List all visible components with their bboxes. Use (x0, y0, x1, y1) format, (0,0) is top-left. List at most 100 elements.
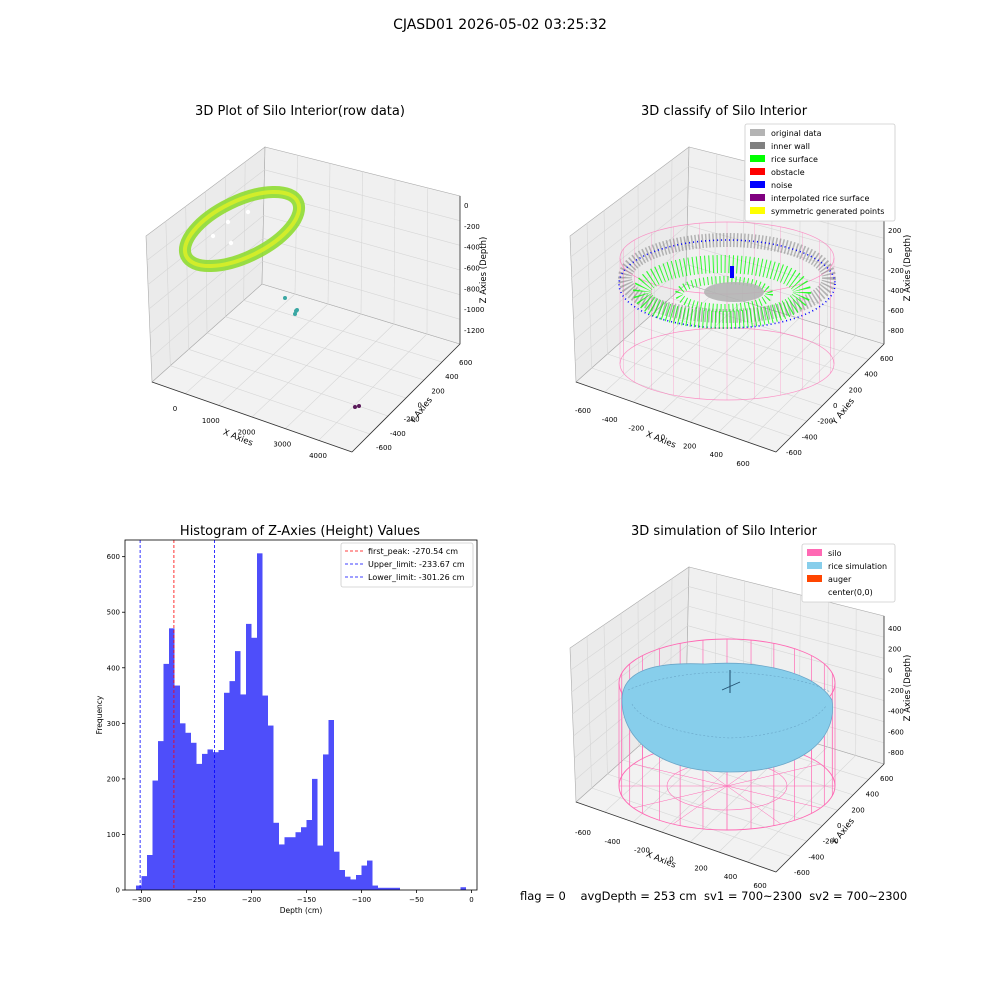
plot2-x-tick: -200 (628, 425, 644, 433)
plot4-x-tick: -200 (634, 847, 650, 855)
plot1-y-tick: 0 (418, 402, 422, 410)
plot1-point-cloud (178, 185, 361, 409)
grid-line (686, 264, 885, 324)
histogram-bars (136, 553, 466, 890)
grid-line (742, 160, 746, 302)
legend-swatch (750, 194, 765, 201)
legend-swatch (807, 575, 822, 582)
plot2-z-tick: 0 (888, 247, 892, 255)
histogram-bar (389, 887, 395, 890)
histogram-bar (301, 827, 307, 890)
grid-line (586, 223, 593, 369)
grid-line (670, 297, 869, 360)
rice-simulation-surface (621, 662, 834, 773)
raw-outlier (283, 296, 287, 300)
histogram-bar (312, 778, 318, 890)
grid-line (688, 586, 885, 638)
legend-label: obstacle (771, 168, 805, 177)
histogram-title: Histogram of Z-Axies (Height) Values (179, 524, 421, 539)
plot4-y-tick: -400 (808, 853, 824, 861)
legend-box (801, 543, 896, 603)
plot4-x-tick: 600 (753, 882, 766, 890)
raw-ring-highlight (182, 189, 302, 269)
raw-outlier (357, 404, 361, 408)
histogram-bar (383, 887, 389, 890)
rice-surface-points (633, 255, 811, 329)
plot2-z-tick: -600 (888, 307, 904, 315)
plot4-z-tick: 0 (888, 666, 892, 674)
rice-surface-points-inner (675, 276, 773, 312)
grid-line (623, 759, 823, 826)
plot1-z-axis-label: Z Axies (Depth) (479, 237, 489, 304)
legend-swatch (807, 562, 822, 569)
plot1-x-tick: 4000 (309, 452, 327, 460)
grid-line (690, 318, 800, 423)
plot4-y-tick: 0 (837, 822, 841, 830)
silo-floor-spoke (726, 763, 821, 787)
y-tick-label: 500 (107, 609, 120, 617)
original-data-center (704, 282, 764, 302)
histogram-bar (361, 865, 367, 890)
plot2-y-tick: 400 (864, 371, 877, 379)
y-tick-label: 400 (107, 664, 120, 672)
plot2-x-tick: 200 (683, 442, 696, 450)
legend-swatch (807, 588, 822, 595)
plot1-x-tick: 3000 (273, 440, 291, 448)
plot4-y-tick: -600 (794, 869, 810, 877)
plot4-y-tick: -200 (823, 838, 839, 846)
histogram-bar (345, 876, 351, 890)
plot2-y-tick: -400 (802, 433, 818, 441)
grid-line (620, 613, 624, 761)
plot4-simulation (618, 638, 836, 831)
y-axis-line (351, 343, 461, 453)
grid-line (572, 625, 688, 715)
legend-swatch (750, 155, 765, 162)
histogram-frame (124, 539, 478, 891)
histogram-bar (136, 885, 142, 890)
plot4-z-tick: -200 (888, 687, 904, 695)
y-tick-label: 100 (107, 831, 120, 839)
grid-line (747, 755, 856, 863)
plot1-z-tick: -200 (464, 223, 480, 231)
plot1-y-tick: -200 (404, 416, 420, 424)
plot2-classified-points (618, 221, 836, 401)
plot2-y-tick: 200 (849, 386, 862, 394)
legend-swatch (750, 181, 765, 188)
legend-label: auger (828, 575, 852, 584)
histogram-bar (202, 753, 208, 890)
histogram-legend: first_peak: -270.54 cm Upper_limit: -233.… (340, 542, 474, 588)
grid-line (572, 205, 688, 299)
x-tick-label: 0 (469, 896, 473, 904)
plot1-y-axis-label: Y Axies (407, 395, 435, 427)
legend-box (340, 542, 474, 588)
histogram-y-label: Frequency (95, 695, 104, 734)
plot2-y-tick: -200 (817, 418, 833, 426)
grid-line (243, 300, 443, 363)
histogram-bar (323, 754, 329, 890)
legend-label: symmetric generated points (771, 207, 884, 216)
histogram-bar (180, 723, 186, 890)
histogram-bar (350, 879, 356, 890)
x-axis-line (575, 381, 777, 453)
grid-line (654, 311, 854, 376)
grid-line (574, 244, 688, 341)
histogram-bar (317, 845, 323, 890)
plot4-x-tick: 0 (669, 856, 673, 864)
histogram-bar (235, 651, 241, 890)
rice-mesh-line (631, 703, 827, 739)
y-tick-label: 300 (107, 720, 120, 728)
histogram-bar (229, 681, 235, 890)
plot4-x-tick: -600 (575, 829, 591, 837)
plot4-legend: silo rice simulation auger center(0,0) (801, 543, 896, 603)
legend-label: silo (828, 549, 842, 558)
y-tick-label: 200 (107, 775, 120, 783)
grid-line (603, 210, 608, 355)
plot1-x-tick: 1000 (202, 417, 220, 425)
plot4-x-tick: 200 (694, 864, 707, 872)
plot2-y-tick: 600 (880, 355, 893, 363)
plot4-x-tick: -400 (605, 838, 621, 846)
histogram-bar (273, 822, 279, 890)
histogram-bar (356, 875, 362, 890)
plot1-title: 3D Plot of Silo Interior(row data) (195, 104, 405, 119)
histogram-bar (196, 763, 202, 890)
